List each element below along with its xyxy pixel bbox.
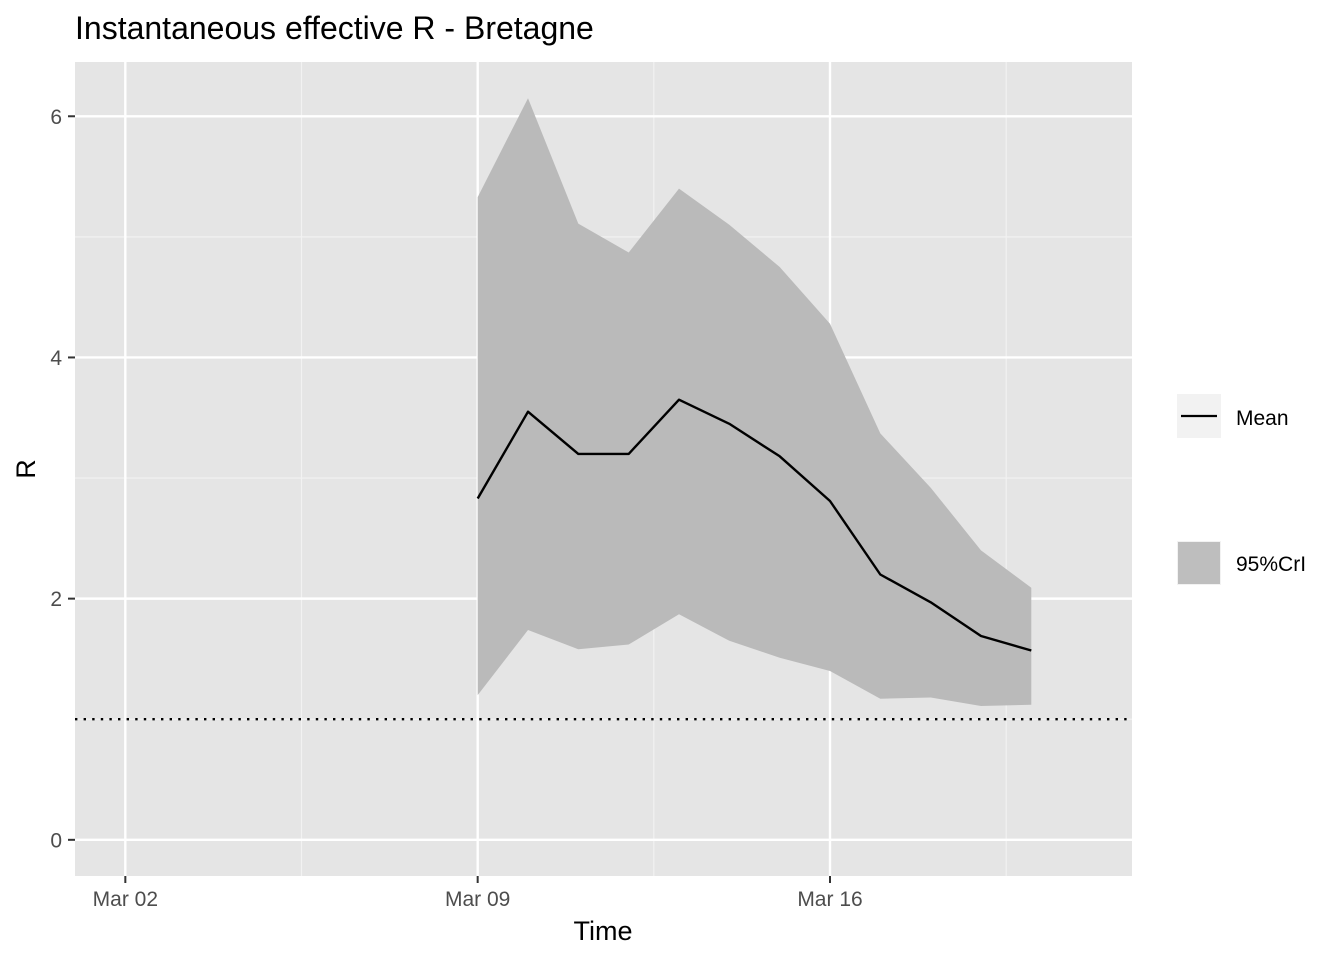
x-tick-label: Mar 16 [797, 888, 862, 911]
credible-interval-ribbon [477, 98, 1032, 706]
x-tick-label: Mar 02 [93, 888, 158, 911]
mean-line [476, 398, 1032, 652]
y-tick-label: 0 [50, 829, 62, 852]
legend-label-crI: 95%CrI [1236, 553, 1306, 576]
y-tick-label: 6 [50, 106, 62, 129]
chart-title: Instantaneous effective R - Bretagne [75, 10, 594, 46]
legend-key-crI [1178, 542, 1220, 584]
x-tick-label: Mar 09 [445, 888, 510, 911]
y-tick-label: 2 [50, 588, 62, 611]
y-axis-title: R [11, 459, 41, 479]
mean-points [477, 399, 1032, 651]
x-axis: Mar 02 Mar 09 Mar 16 [93, 876, 863, 911]
legend: Mean 95%CrI [1177, 394, 1306, 585]
legend-label-mean: Mean [1236, 407, 1289, 430]
y-tick-label: 4 [50, 347, 62, 370]
x-axis-title: Time [574, 916, 633, 946]
y-axis: 0 2 4 6 [50, 106, 75, 852]
